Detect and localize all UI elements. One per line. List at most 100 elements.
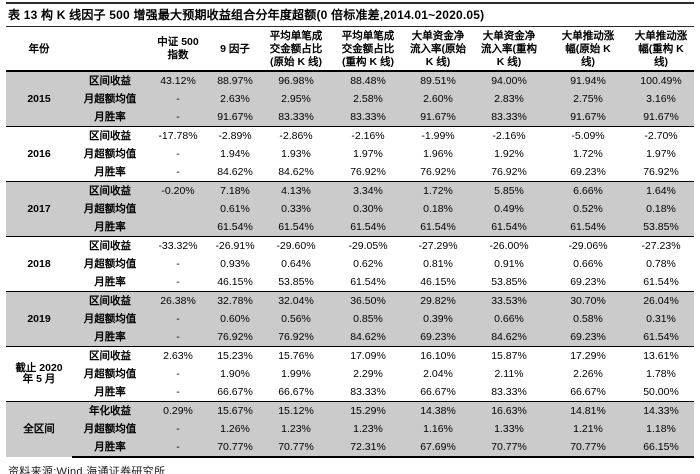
table-cell: 33.53% (470, 291, 548, 311)
table-cell: 0.31% (646, 312, 676, 325)
table-cell: 0.85% (353, 312, 383, 325)
table-cell: 61.54% (217, 220, 253, 233)
table-cell: 89.51% (406, 70, 470, 91)
table-cell: 72.31% (330, 438, 406, 459)
row-type-label: 区间收益 (72, 236, 148, 256)
table-cell: 0.33% (281, 202, 311, 215)
table-cell: 53.85% (491, 275, 527, 288)
table-row: 月超额均值 - 0.93% 0.64% 0.62% 0.81% 0.91% 0.66% 0.78… (6, 255, 694, 273)
table-cell: 0.58% (573, 312, 603, 325)
table-cell: 0.93% (220, 257, 250, 270)
table-cell: -5.09% (548, 126, 628, 146)
table-cell: 1.72% (406, 181, 470, 201)
table-row: 2017 区间收益 -0.20% 7.18% 4.13% 3.34% 1.72% 5.85% 6… (6, 181, 694, 237)
table-cell: - (176, 385, 180, 398)
table-cell: 2.75% (573, 92, 603, 105)
table-cell: 0.60% (220, 312, 250, 325)
table-cell: 69.23% (570, 330, 606, 343)
table-cell: 7.18% (208, 181, 262, 201)
table-cell: 2.60% (423, 92, 453, 105)
table-body: 2015 区间收益 43.12% 88.97% 96.98% 88.48% 89.51% 94… (6, 70, 694, 459)
table-cell: 0.18% (646, 202, 676, 215)
table-cell: 1.97% (353, 147, 383, 160)
col-header-year: 年份 (6, 27, 72, 73)
row-type-label: 月胜率 (94, 220, 126, 233)
table-cell: 4.13% (262, 181, 330, 201)
table-cell: 26.04% (628, 291, 694, 311)
table-row: 2016 区间收益 -17.78% -2.89% -2.86% -2.16% -1.99% -… (6, 126, 694, 182)
table-cell: 2.29% (353, 367, 383, 380)
table-cell: - (176, 110, 180, 123)
source-note: 资料来源:Wind,海通证券研究所 (8, 466, 166, 474)
table-cell: -29.60% (262, 236, 330, 256)
table-cell: 66.67% (420, 385, 456, 398)
table-cell: 53.85% (278, 275, 314, 288)
table-cell: - (176, 257, 180, 270)
table-title: 表 13 构 K 线因子 500 增强最大预期收益组合分年度超额(0 倍标准差,… (6, 2, 694, 27)
table-cell: -2.86% (262, 126, 330, 146)
table-cell: 76.92% (643, 165, 679, 178)
table-cell: 1.26% (220, 422, 250, 435)
table-row: 月胜率 -70.77% 70.77% 72.31% 67.69% 70.77% 70.77%… (6, 438, 694, 459)
table-cell: -26.00% (470, 236, 548, 256)
table-cell: 32.04% (262, 291, 330, 311)
table-cell (148, 218, 208, 237)
table-cell: 91.67% (420, 110, 456, 123)
col-header-push-rise-original: 大单推动涨 幅(原始 K 线) (548, 27, 628, 73)
table-cell: 2.63% (220, 92, 250, 105)
table-cell: 17.09% (330, 346, 406, 366)
table-cell: 50.00% (643, 385, 679, 398)
table-cell: 94.00% (470, 70, 548, 91)
table-cell: 84.62% (278, 165, 314, 178)
table-cell: 1.16% (423, 422, 453, 435)
table-cell: 0.78% (646, 257, 676, 270)
table-row: 月胜率 - 66.67% 66.67% 83.33% 66.67% 83.33% 66.67%… (6, 383, 694, 402)
table-row: 2018 区间收益 -33.32% -26.91% -29.60% -29.05% -27.… (6, 236, 694, 292)
table-cell: 43.12% (148, 70, 208, 91)
table-row: 月胜率 - 76.92% 76.92% 84.62% 69.23% 84.62% 69.23%… (6, 328, 694, 347)
table-cell: - (176, 367, 180, 380)
table-cell: 13.61% (628, 346, 694, 366)
table-cell: 2.58% (353, 92, 383, 105)
table-cell: 1.23% (281, 422, 311, 435)
table-cell: 14.81% (548, 401, 628, 421)
row-type-label: 月胜率 (94, 275, 126, 288)
table-cell: 1.33% (494, 422, 524, 435)
table-cell: 61.54% (570, 220, 606, 233)
row-type-label: 区间收益 (72, 291, 148, 311)
table-cell: 76.92% (491, 165, 527, 178)
row-type-label: 月超额均值 (83, 147, 137, 160)
table-cell: 15.67% (208, 401, 262, 421)
row-type-label: 月胜率 (72, 438, 148, 459)
year-label: 2016 (6, 126, 72, 182)
table-cell: - (176, 330, 180, 343)
table-row: 截止 2020 年 5 月区间收益 2.63% 15.23% 15.76% 17.09%… (6, 346, 694, 402)
table-cell: 70.77% (262, 438, 330, 459)
table-cell: 61.54% (350, 220, 386, 233)
table-cell: - (148, 438, 208, 459)
table-cell: 6.66% (548, 181, 628, 201)
table-cell: 1.78% (646, 367, 676, 380)
table-cell: - (176, 422, 180, 435)
table-cell: -0.20% (148, 181, 208, 201)
table-cell: -17.78% (148, 126, 208, 146)
table-cell: 69.23% (570, 165, 606, 178)
table-cell: - (176, 147, 180, 160)
table-cell: -26.91% (208, 236, 262, 256)
col-header-avg-trade-rebuilt: 平均单笔成 交金额占比 (重构 K 线) (330, 27, 406, 73)
row-type-label: 月超额均值 (83, 257, 137, 270)
table-cell: 3.34% (330, 181, 406, 201)
table-cell: 84.62% (491, 330, 527, 343)
table-cell: 70.77% (548, 438, 628, 459)
table-cell: 61.54% (350, 275, 386, 288)
table-cell: 0.62% (353, 257, 383, 270)
table-cell: 0.52% (573, 202, 603, 215)
table-cell: 0.18% (423, 202, 453, 215)
table-cell: 100.49% (628, 70, 694, 91)
table-row: 月超额均值 - 1.26% 1.23% 1.23% 1.16% 1.33% 1.21% 1.18… (6, 420, 694, 439)
table-cell: -29.06% (548, 236, 628, 256)
table-cell: 30.70% (548, 291, 628, 311)
table-cell: 2.63% (148, 346, 208, 366)
year-label: 2017 (6, 181, 72, 237)
table-cell: 26.38% (148, 291, 208, 311)
